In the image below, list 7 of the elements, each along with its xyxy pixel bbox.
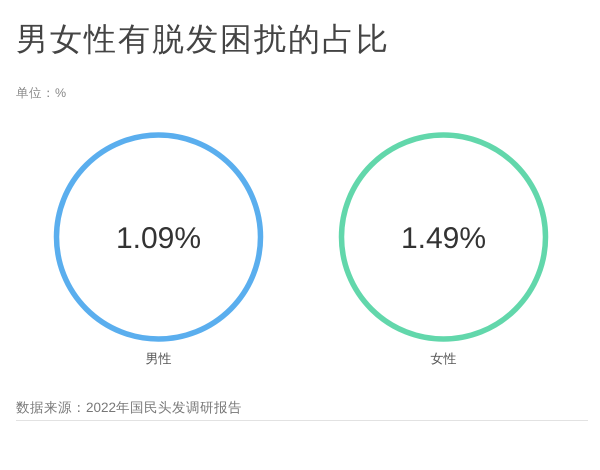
category-label: 女性 xyxy=(430,351,456,366)
annotation: 数据来源：2022年国民头发调研报告 xyxy=(16,400,242,415)
subtitle: 单位：% xyxy=(16,86,66,100)
title: 男女性有脱发困扰的占比 xyxy=(16,21,390,57)
value-label: 1.09% xyxy=(116,222,202,255)
category-label: 男性 xyxy=(146,351,172,366)
value-label: 1.49% xyxy=(400,222,486,255)
